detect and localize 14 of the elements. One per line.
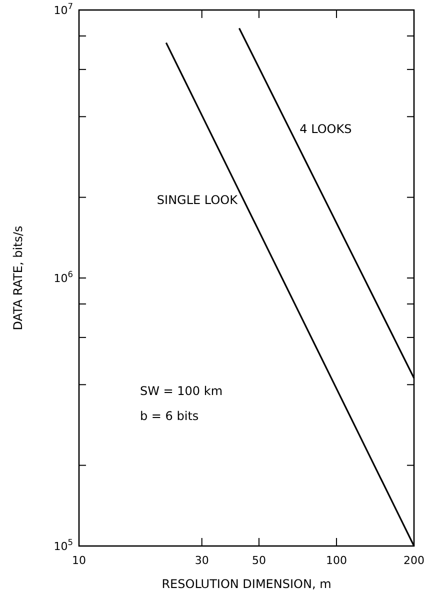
series-label: SINGLE LOOK [156, 192, 239, 207]
annotation: b = 6 bits [140, 409, 199, 423]
x-tick-label: 100 [326, 554, 347, 567]
y-tick-label: 10$^{6}$ [54, 269, 73, 285]
x-tick-label: 200 [404, 554, 424, 567]
annotation: SW = 100 km [140, 384, 223, 398]
x-tick-label: 30 [194, 554, 209, 567]
y-tick-label: 10$^{7}$ [54, 1, 73, 17]
x-axis-title: RESOLUTION DIMENSION, m [162, 577, 332, 591]
y-tick-label: 10$^{5}$ [54, 537, 73, 553]
x-tick-label: 50 [252, 554, 266, 567]
y-axis-title: DATA RATE, bits/s [11, 226, 25, 330]
series-label: 4 LOOKS [300, 122, 352, 136]
x-tick-label: 10 [72, 554, 86, 567]
